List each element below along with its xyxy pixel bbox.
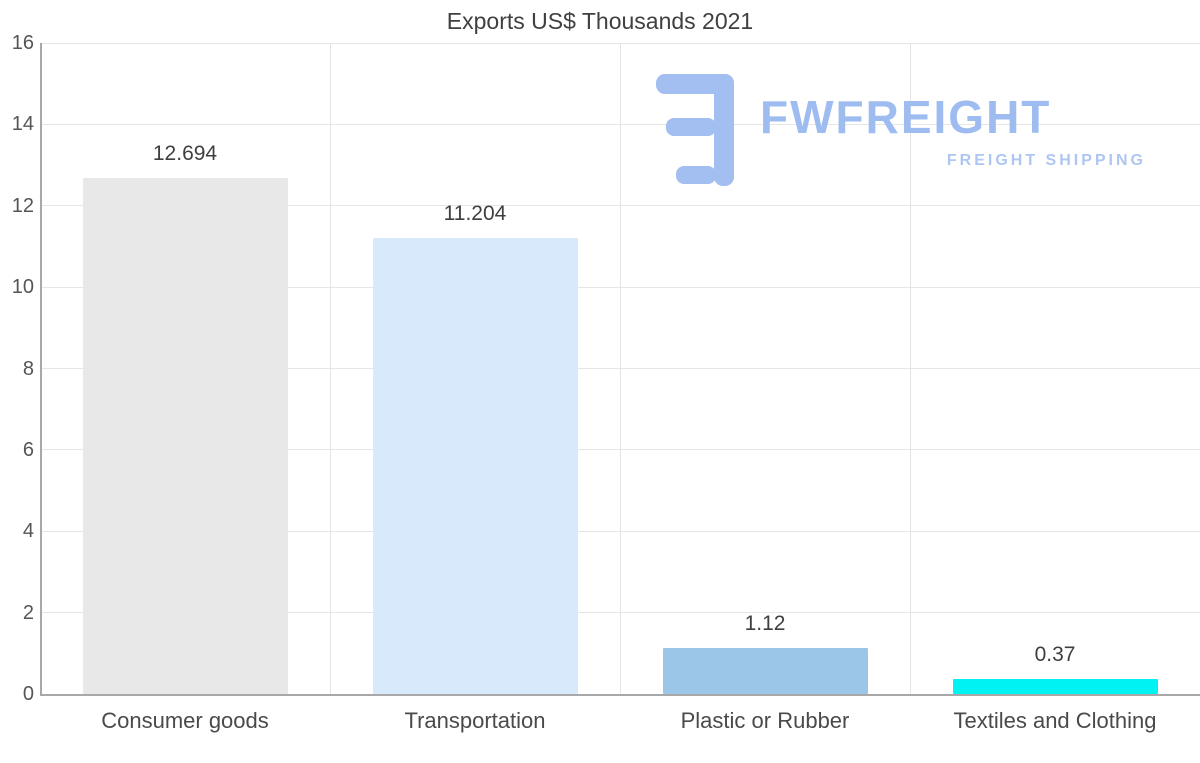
bar-value-label: 12.694 <box>152 141 218 165</box>
bar <box>372 238 578 694</box>
category-label: Textiles and Clothing <box>953 708 1157 733</box>
y-axis-tick-label: 8 <box>22 357 34 380</box>
y-axis-tick-label: 12 <box>11 194 34 217</box>
y-axis-tick-label: 10 <box>11 276 34 299</box>
category-label: Transportation <box>404 708 546 733</box>
y-axis-tick-label: 16 <box>11 32 34 54</box>
freight-logo-icon <box>648 74 744 191</box>
gridline-vertical <box>910 43 911 694</box>
bar <box>952 678 1158 694</box>
gridline-vertical <box>620 43 621 694</box>
bar-value-label: 11.204 <box>443 202 507 226</box>
y-axis-tick-label: 14 <box>11 113 34 136</box>
y-axis-tick-label: 6 <box>22 438 34 461</box>
bar <box>82 177 288 694</box>
y-axis-line <box>40 43 42 694</box>
bar-value-label: 0.37 <box>1034 642 1076 666</box>
bar <box>662 648 868 694</box>
y-axis-tick-label: 2 <box>22 601 34 624</box>
logo-subtitle: FREIGHT SHIPPING <box>946 152 1146 169</box>
chart-title: Exports US$ Thousands 2021 <box>446 8 754 34</box>
logo: FWFREIGHT FREIGHT SHIPPING <box>648 72 1148 187</box>
y-axis-tick-label: 0 <box>22 683 34 705</box>
x-axis-line <box>40 694 1200 696</box>
bar-value-label: 1.12 <box>744 612 786 636</box>
y-axis-tick-label: 4 <box>22 520 34 543</box>
logo-text: FWFREIGHT <box>760 91 1052 143</box>
category-label: Consumer goods <box>101 708 269 733</box>
gridline-vertical <box>330 43 331 694</box>
category-label: Plastic or Rubber <box>680 708 850 733</box>
